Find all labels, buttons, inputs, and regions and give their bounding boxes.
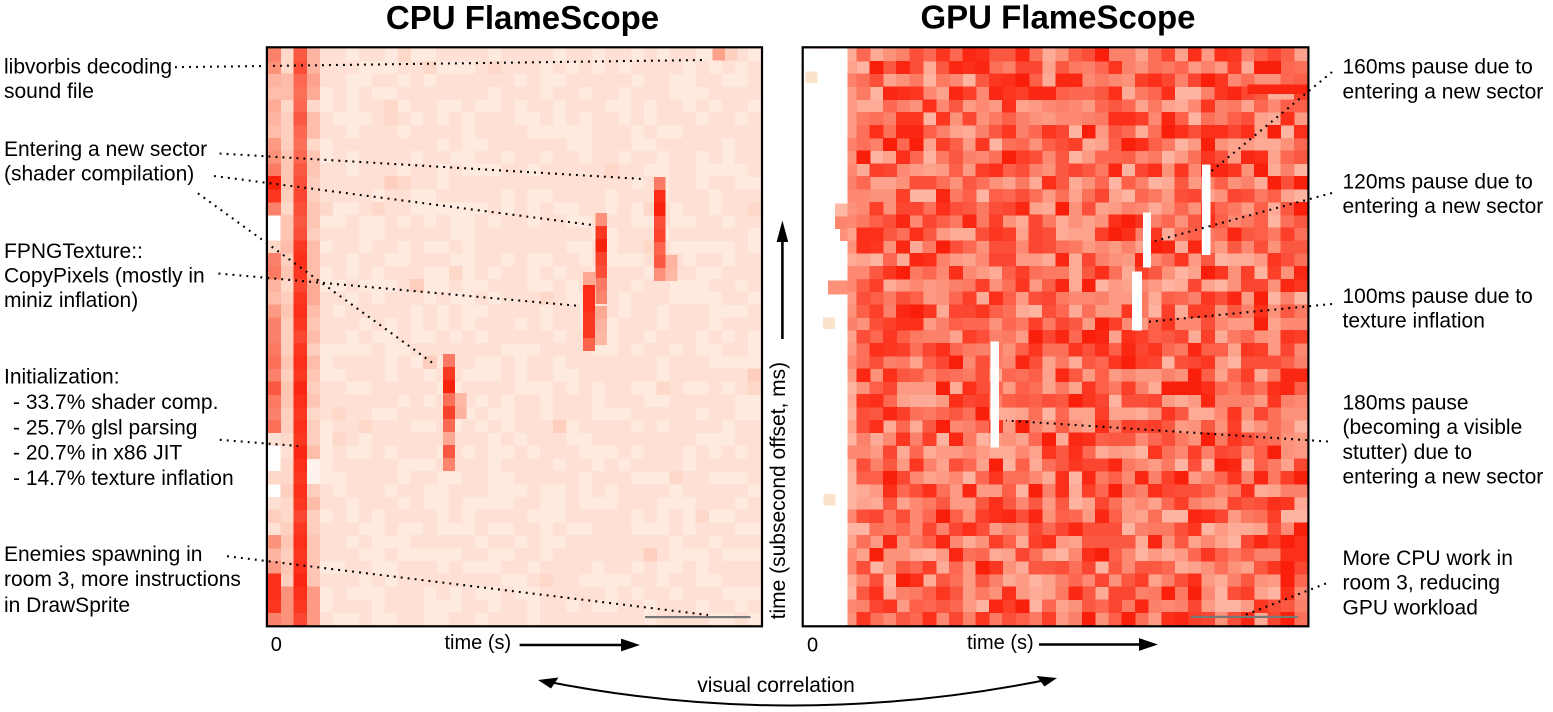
svg-text:100ms pause due to: 100ms pause due to <box>1343 285 1533 308</box>
svg-text:180ms pause: 180ms pause <box>1343 391 1469 414</box>
svg-text:room 3, reducing: room 3, reducing <box>1343 572 1501 595</box>
svg-text:time (s): time (s) <box>445 632 512 654</box>
svg-text:CPU FlameScope: CPU FlameScope <box>386 0 659 36</box>
svg-text:time (s): time (s) <box>967 632 1034 654</box>
svg-text:(shader compilation): (shader compilation) <box>4 162 194 185</box>
svg-text:visual correlation: visual correlation <box>697 674 855 697</box>
svg-text:160ms pause due to: 160ms pause due to <box>1343 56 1533 79</box>
svg-text:FPNGTexture::: FPNGTexture:: <box>4 240 143 263</box>
svg-text:libvorbis decoding: libvorbis decoding <box>4 55 172 78</box>
svg-text:texture inflation: texture inflation <box>1343 310 1485 333</box>
svg-text:room 3, more instructions: room 3, more instructions <box>4 568 241 591</box>
svg-text:sound file: sound file <box>4 80 94 103</box>
svg-text:entering a new sector: entering a new sector <box>1343 466 1544 489</box>
svg-text:stutter) due to: stutter) due to <box>1343 441 1473 464</box>
svg-text:0: 0 <box>807 635 818 657</box>
svg-text:GPU workload: GPU workload <box>1343 596 1478 619</box>
svg-text:- 20.7% in x86 JIT: - 20.7% in x86 JIT <box>13 442 182 465</box>
svg-text:Initialization:: Initialization: <box>4 366 120 389</box>
svg-text:CopyPixels (mostly in: CopyPixels (mostly in <box>4 265 205 288</box>
svg-text:(becoming a visible: (becoming a visible <box>1343 416 1523 439</box>
svg-text:- 33.7% shader comp.: - 33.7% shader comp. <box>13 391 218 414</box>
svg-text:time (subsecond offset, ms): time (subsecond offset, ms) <box>767 362 790 620</box>
svg-text:0: 0 <box>271 634 282 656</box>
svg-text:GPU FlameScope: GPU FlameScope <box>920 0 1195 36</box>
svg-text:Enemies spawning in: Enemies spawning in <box>4 543 202 566</box>
svg-text:entering a new sector: entering a new sector <box>1343 80 1544 103</box>
svg-text:miniz inflation): miniz inflation) <box>4 289 138 312</box>
svg-text:120ms pause due to: 120ms pause due to <box>1343 170 1533 193</box>
svg-text:Entering a new sector: Entering a new sector <box>4 138 207 161</box>
svg-text:- 25.7% glsl parsing: - 25.7% glsl parsing <box>13 416 197 439</box>
svg-text:entering a new sector: entering a new sector <box>1343 195 1544 218</box>
svg-text:in DrawSprite: in DrawSprite <box>4 594 130 617</box>
svg-text:- 14.7% texture inflation: - 14.7% texture inflation <box>13 467 234 490</box>
svg-text:More CPU work in: More CPU work in <box>1343 547 1513 570</box>
